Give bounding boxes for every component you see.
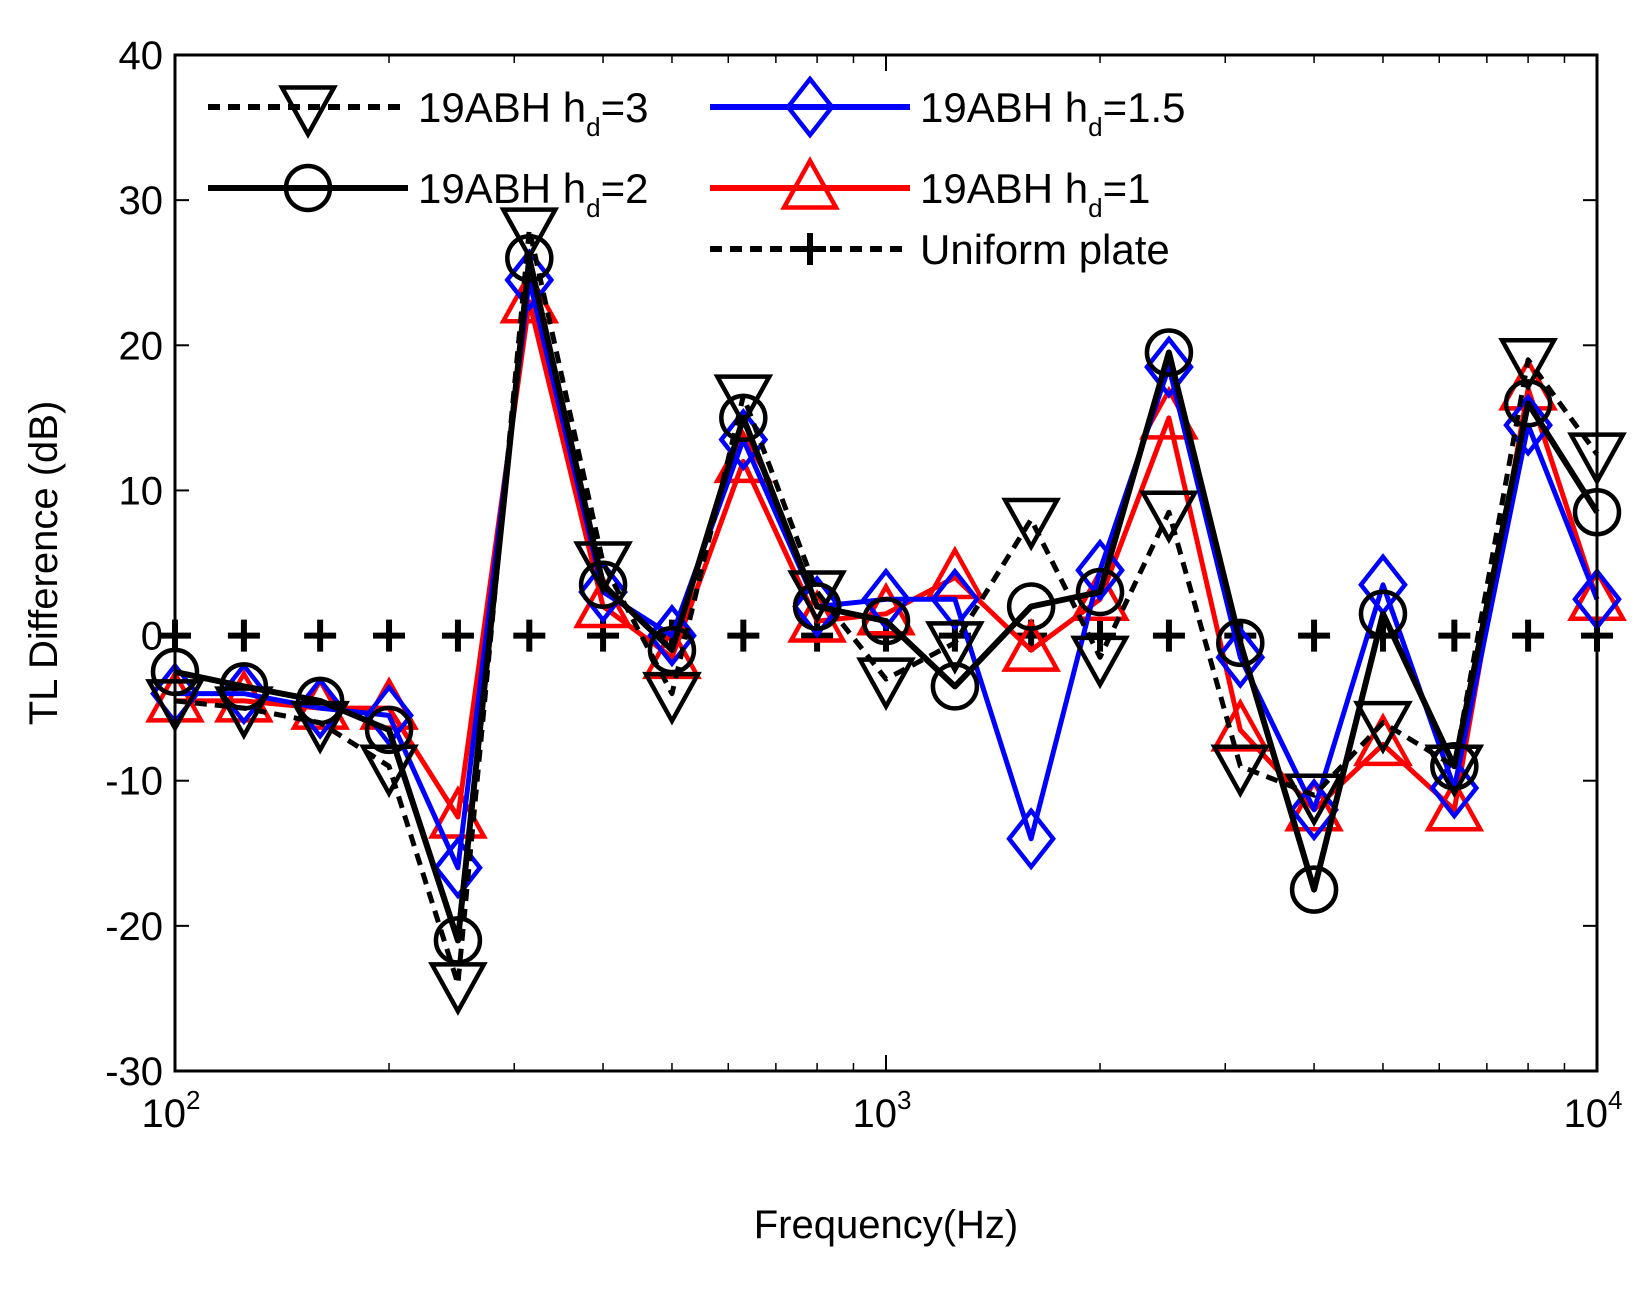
data-point: [219, 662, 269, 711]
data-point: [1075, 567, 1125, 617]
data-point: [433, 916, 483, 965]
data-point: [1006, 807, 1056, 871]
data-point: [1353, 712, 1413, 767]
data-point: [1139, 490, 1199, 545]
data-point: [295, 676, 345, 726]
legend-label: 19ABH hd=3: [418, 84, 648, 142]
data-point: [1498, 338, 1558, 392]
y-tick-label: -10: [105, 760, 163, 804]
legend-entry: 19ABH hd=1: [710, 156, 1150, 223]
y-tick-label: 40: [119, 34, 164, 78]
legend-entry: 19ABH hd=2: [208, 163, 648, 223]
data-point: [861, 567, 911, 631]
data-point: [1298, 619, 1331, 652]
plot-area: [145, 207, 1627, 1016]
data-point: [1001, 497, 1061, 552]
legend-label: 19ABH hd=1.5: [920, 84, 1186, 142]
data-point: [1503, 393, 1553, 457]
data-point: [1216, 618, 1265, 668]
data-point: [499, 207, 560, 262]
data-point: [1512, 619, 1545, 652]
data-point: [513, 619, 546, 652]
y-axis: -30 -20 -10 0 10 20 30 40: [105, 34, 1597, 1094]
data-point: [1070, 635, 1130, 690]
legend-entry: Uniform plate: [710, 226, 1170, 273]
data-point: [441, 619, 474, 652]
legend-marker: [785, 75, 835, 139]
y-tick-label: 10: [119, 469, 164, 513]
data-point: [364, 705, 414, 755]
y-tick-label: -30: [105, 1050, 163, 1094]
legend-entry: 19ABH hd=1.5: [710, 75, 1186, 142]
legend-label: 19ABH hd=2: [418, 165, 648, 223]
data-point: [647, 603, 697, 668]
data-point: [1353, 700, 1413, 755]
data-point: [1358, 589, 1408, 639]
data-point: [1215, 625, 1266, 689]
y-tick-label: -20: [105, 905, 163, 949]
data-point: [227, 619, 260, 652]
data-point: [1430, 741, 1479, 791]
data-point: [856, 657, 916, 712]
data-point: [930, 662, 980, 711]
legend-label: 19ABH hd=1: [920, 165, 1150, 223]
data-point: [925, 621, 985, 675]
y-tick-label: 30: [119, 179, 164, 223]
y-tick-label: 20: [119, 324, 164, 368]
data-point: [433, 836, 483, 900]
data-point: [1503, 379, 1553, 428]
data-point: [1001, 618, 1061, 672]
data-point: [1424, 744, 1485, 799]
series-line: [174, 226, 1600, 987]
data-point: [1210, 744, 1271, 799]
x-axis: 102 103 104: [142, 55, 1623, 1136]
data-point: [304, 619, 337, 652]
data-point: [578, 560, 628, 610]
data-point: [1075, 538, 1125, 602]
data-point: [930, 567, 980, 631]
data-point: [787, 570, 847, 624]
legend-entry: 19ABH hd=3: [208, 84, 648, 142]
data-point: [1284, 773, 1344, 828]
legend-label: Uniform plate: [920, 226, 1170, 273]
x-tick-label: 104: [1564, 1085, 1623, 1136]
data-point: [719, 393, 768, 443]
data-point: [364, 683, 414, 748]
x-tick-label: 102: [142, 1085, 201, 1136]
legend-marker: [283, 163, 333, 213]
data-point: [578, 560, 628, 624]
data-point: [647, 625, 697, 675]
series-line: [174, 255, 1600, 944]
series-1: [150, 233, 1622, 965]
data-point: [505, 233, 554, 283]
data-point: [1438, 619, 1471, 652]
legend-marker: [780, 156, 840, 210]
data-point: [1152, 619, 1185, 652]
y-axis-title: TL Difference (dB): [22, 401, 66, 726]
data-point: [727, 619, 760, 652]
data-point: [1284, 777, 1344, 832]
data-point: [373, 619, 406, 652]
data-point: [642, 625, 702, 680]
data-point: [1289, 865, 1339, 914]
legend-marker: [794, 233, 826, 265]
data-point: [1144, 328, 1194, 377]
data-point: [1144, 335, 1194, 399]
data-point: [504, 248, 555, 312]
data-point: [1429, 756, 1480, 820]
x-tick-label: 103: [853, 1085, 912, 1136]
x-axis-title: Frequency(Hz): [754, 1203, 1019, 1247]
y-tick-label: 0: [141, 615, 163, 659]
legend-marker: [278, 85, 338, 139]
data-point: [792, 582, 842, 631]
data-point: [861, 596, 911, 646]
data-point: [1424, 777, 1485, 832]
data-point: [1006, 582, 1056, 631]
legend: 19ABH hd=3 19ABH hd=1.5 19ABH hd=2 19ABH hd…: [208, 75, 1186, 273]
